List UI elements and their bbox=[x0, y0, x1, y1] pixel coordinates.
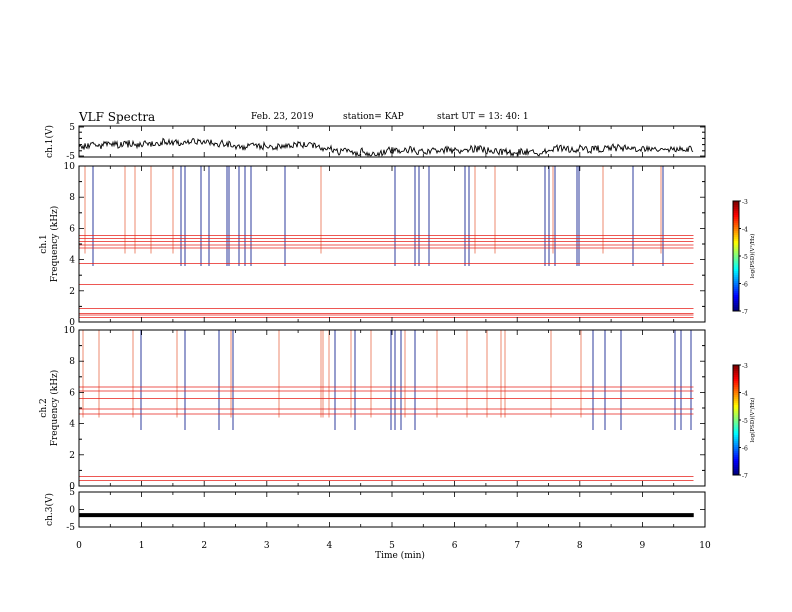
station-label: station= KAP bbox=[343, 112, 404, 122]
ch1-spectrogram-pixels bbox=[79, 166, 694, 318]
start-time-label: start UT = 13: 40: 1 bbox=[437, 112, 529, 122]
ch1-voltage-ytick-label: 5 bbox=[69, 123, 75, 133]
title: VLF Spectra bbox=[79, 110, 156, 124]
ch1-voltage-ticks bbox=[78, 126, 706, 157]
date-label: Feb. 23, 2019 bbox=[251, 112, 314, 122]
ch1-waveform bbox=[78, 137, 694, 158]
ch1-voltage-ytick-label: -5 bbox=[66, 152, 75, 162]
ch1-voltage-ylabel: ch.1(V) bbox=[44, 125, 55, 158]
